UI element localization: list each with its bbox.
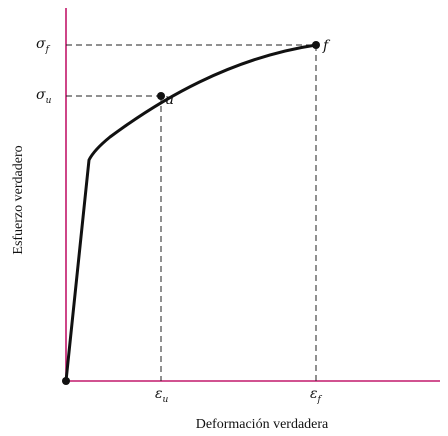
point-u-label: u [165,92,174,108]
y-axis-label: Esfuerzo verdadero [11,145,26,254]
sigma-u-symbol: σ [36,87,46,103]
epsilon-u-subscript: u [163,395,169,405]
point-origin [62,377,70,385]
stress-strain-curve [64,43,318,383]
x-axis-label: Deformación verdadera [196,417,329,432]
epsilon-u-label: εu [155,386,169,405]
point-f [312,41,320,49]
sigma-f-label: σf [36,36,51,55]
point-f-label: f [322,38,331,54]
epsilon-f-subscript: f [317,395,323,405]
sigma-u-subscript: u [46,96,52,106]
sigma-f-subscript: f [45,45,51,55]
sigma-f-symbol: σ [36,36,46,52]
epsilon-u-symbol: ε [155,386,163,402]
point-u [157,92,165,100]
epsilon-f-symbol: ε [310,386,318,402]
sigma-u-label: σu [36,87,52,106]
epsilon-f-label: εf [310,386,323,405]
